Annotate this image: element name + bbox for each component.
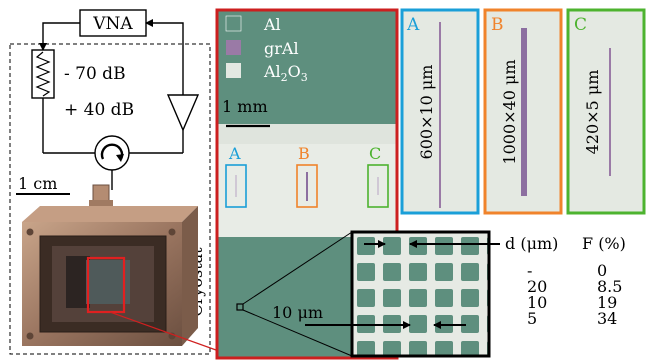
amplifier-triangle-icon <box>168 95 198 130</box>
setup-schematic: VNA - 70 dB + 40 dB 1 cm Cryostat <box>10 10 216 354</box>
output-wire <box>43 23 80 50</box>
legend-swatch-gral <box>226 40 241 55</box>
hole-size-table: d (μm) F (%) -020 8.510 195 34 <box>505 234 626 328</box>
legend-swatch-al <box>226 16 241 31</box>
amplification-label: + 40 dB <box>64 100 134 120</box>
resonator-panels: A 600×10 μm B 1000×40 μm C 420×5 μm <box>402 10 644 213</box>
scale-label-1cm: 1 cm <box>18 174 57 193</box>
panel-c-letter: C <box>574 15 587 35</box>
resonator-b <box>521 28 527 196</box>
zoom-scale-label: 10 μm <box>272 303 323 322</box>
table-header-f: F (%) <box>582 234 626 253</box>
chip-marker-a: A <box>228 144 241 163</box>
table-cell-f: 34 <box>597 309 617 328</box>
vna-label: VNA <box>92 14 133 34</box>
panel-a-letter: A <box>406 15 420 35</box>
panel-c-bg <box>568 10 644 213</box>
photo-cryostat-box <box>22 185 198 346</box>
scale-label-1mm: 1 mm <box>222 97 268 116</box>
chip-marker-c: C <box>369 144 381 163</box>
return-wire <box>146 23 183 95</box>
circulator-icon <box>95 136 129 170</box>
panel-b-letter: B <box>491 15 504 35</box>
panel-c-dims: 420×5 μm <box>583 70 602 155</box>
zoom-hole-grid <box>352 232 489 356</box>
table-header-d: d (μm) <box>505 234 558 253</box>
legend-label-gral: grAl <box>264 39 299 58</box>
table-rows: -020 8.510 195 34 <box>527 261 622 328</box>
panel-b-dims: 1000×40 μm <box>500 59 519 164</box>
panel-a-dims: 600×10 μm <box>417 65 436 160</box>
attenuation-label: - 70 dB <box>64 64 126 84</box>
chip-marker-b: B <box>298 144 310 163</box>
legend-swatch-al2o3 <box>226 63 241 78</box>
table-cell-d: 5 <box>527 309 537 328</box>
legend-label-al: Al <box>263 15 281 34</box>
